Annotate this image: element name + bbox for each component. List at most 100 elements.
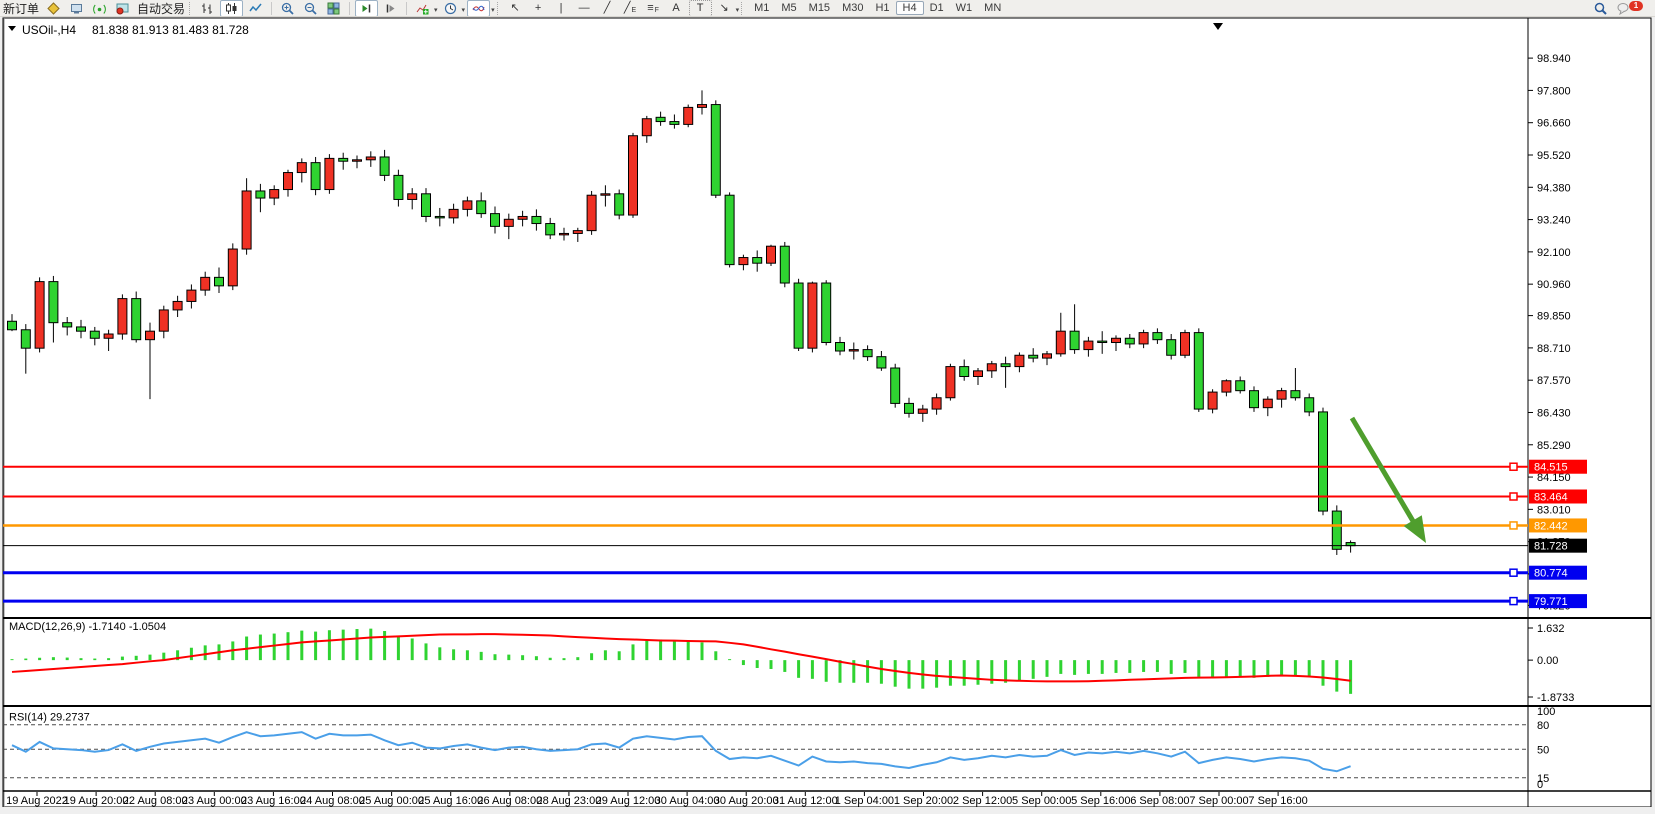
date-label: 22 Aug 08:00 (123, 795, 188, 807)
macd-histogram-bar (810, 660, 814, 679)
line-handle[interactable] (1509, 462, 1518, 471)
candle (545, 217, 556, 240)
computer-icon[interactable] (66, 1, 87, 16)
zoom-in-icon[interactable] (277, 1, 298, 16)
macd-histogram-bar (1280, 660, 1284, 676)
trendline-tool[interactable]: ╱ (597, 1, 618, 16)
templates-icon[interactable] (467, 0, 491, 16)
timeframe-w1-button[interactable]: W1 (955, 2, 973, 14)
line-handle[interactable] (1509, 521, 1518, 530)
chevron-down-icon[interactable]: ▾ (491, 7, 495, 14)
candle-body (738, 257, 749, 266)
candle-body (1193, 332, 1204, 410)
crosshair-tool[interactable]: + (528, 1, 549, 16)
candle-body (255, 190, 266, 199)
text-label-tool[interactable]: T (688, 0, 712, 16)
search-icon[interactable] (1590, 1, 1611, 16)
candle-body (283, 172, 293, 191)
cursor-tool[interactable]: ↖ (505, 1, 526, 16)
candle (393, 169, 404, 207)
chevron-down-icon[interactable]: ▾ (434, 7, 438, 14)
candle (807, 281, 818, 353)
macd-histogram-bar (976, 660, 980, 685)
chart-dropdown-icon[interactable] (8, 26, 16, 31)
macd-histogram-bar (824, 660, 828, 682)
macd-histogram-bar (465, 650, 469, 661)
bar-chart-icon[interactable] (197, 1, 218, 16)
timeframe-h1-button[interactable]: H1 (875, 2, 890, 14)
line-handle[interactable] (1509, 492, 1518, 501)
macd-histogram-bar (189, 647, 193, 661)
trend-arrow-shaft[interactable] (1349, 416, 1418, 528)
autotrade-button[interactable] (112, 1, 133, 16)
price-tick-label: 95.520 (1537, 150, 1571, 162)
trend-arrow-head[interactable] (1403, 515, 1426, 543)
candle-body (766, 245, 776, 264)
price-tick-label: 87.570 (1537, 375, 1571, 387)
candle-body (1014, 354, 1025, 368)
line-handle[interactable] (1509, 568, 1518, 577)
chart-shift-icon[interactable] (380, 1, 401, 16)
macd-axis-label: -1.8733 (1537, 692, 1574, 704)
macd-histogram-bar (838, 660, 842, 683)
equidistant-channel-tool[interactable]: ╱ E (623, 1, 637, 14)
periods-icon[interactable] (440, 1, 461, 16)
chart-canvas[interactable]: 98.940 97.800 96.660 95.520 94.380 93.240 92.1… (0, 16, 1655, 814)
candle-body (434, 215, 445, 219)
scroll-to-end-icon[interactable] (355, 0, 379, 16)
macd-histogram-bar (1307, 660, 1311, 677)
notification-badge[interactable]: 1 (1629, 1, 1643, 11)
price-line-label: 83.464 (1534, 491, 1568, 503)
line-handle[interactable] (1509, 596, 1518, 606)
macd-histogram-bar (1252, 660, 1256, 678)
macd-histogram-bar (1073, 660, 1077, 675)
rsi-axis-label: 100 (1537, 706, 1555, 718)
timeframe-m30-button[interactable]: M30 (842, 2, 864, 14)
candle-body (1221, 380, 1232, 393)
candle-body (503, 218, 514, 227)
candle-body (1166, 339, 1177, 356)
macd-histogram-bar (879, 660, 883, 684)
fibonacci-tool[interactable]: ≡ F (647, 1, 659, 14)
candle-body (158, 309, 169, 332)
candle (255, 183, 266, 213)
candle-body (89, 330, 100, 339)
chart-shift-marker[interactable] (1213, 23, 1223, 30)
candle (365, 151, 376, 167)
candle-body (241, 190, 252, 250)
line-chart-icon[interactable] (245, 1, 266, 16)
chat-icon[interactable] (1613, 1, 1634, 16)
candle (421, 188, 431, 223)
candle-body (655, 116, 666, 123)
vertical-line-tool[interactable]: | (551, 1, 572, 16)
styler-icon[interactable] (43, 1, 64, 16)
candlestick-icon[interactable] (220, 0, 244, 16)
candle-body (545, 223, 556, 236)
timeframe-h4-button[interactable]: H4 (895, 1, 924, 15)
macd-histogram-bar (1128, 660, 1132, 673)
autotrade-label[interactable]: 自动交易 (137, 1, 186, 16)
macd-histogram-bar (783, 660, 787, 672)
timeframe-m1-button[interactable]: M1 (754, 2, 770, 14)
candle (945, 363, 956, 401)
timeframe-m5-button[interactable]: M5 (781, 2, 797, 14)
new-order-button[interactable]: 新订单 (3, 1, 40, 16)
chevron-down-icon[interactable]: ▾ (735, 7, 740, 14)
tile-windows-icon[interactable] (323, 1, 344, 16)
chart-window[interactable]: 98.940 97.800 96.660 95.520 94.380 93.240 92.1… (0, 16, 1655, 814)
signal-icon[interactable] (89, 1, 110, 16)
horizontal-line-tool[interactable]: — (574, 1, 595, 16)
text-tool[interactable]: A (666, 1, 687, 16)
timeframe-mn-button[interactable]: MN (984, 2, 1002, 14)
candle-body (1000, 363, 1011, 368)
zoom-out-icon[interactable] (300, 1, 321, 16)
candle-body (862, 349, 873, 358)
candle (172, 295, 183, 318)
arrows-tool[interactable]: ↘ (714, 1, 735, 16)
price-line-label: 81.728 (1534, 541, 1568, 553)
timeframe-m15-button[interactable]: M15 (808, 2, 831, 14)
timeframe-d1-button[interactable]: D1 (929, 2, 944, 14)
indicators-icon[interactable] (412, 1, 433, 16)
chevron-down-icon[interactable]: ▾ (461, 7, 466, 14)
rsi-indicator-label: RSI(14) 29.2737 (9, 712, 90, 724)
